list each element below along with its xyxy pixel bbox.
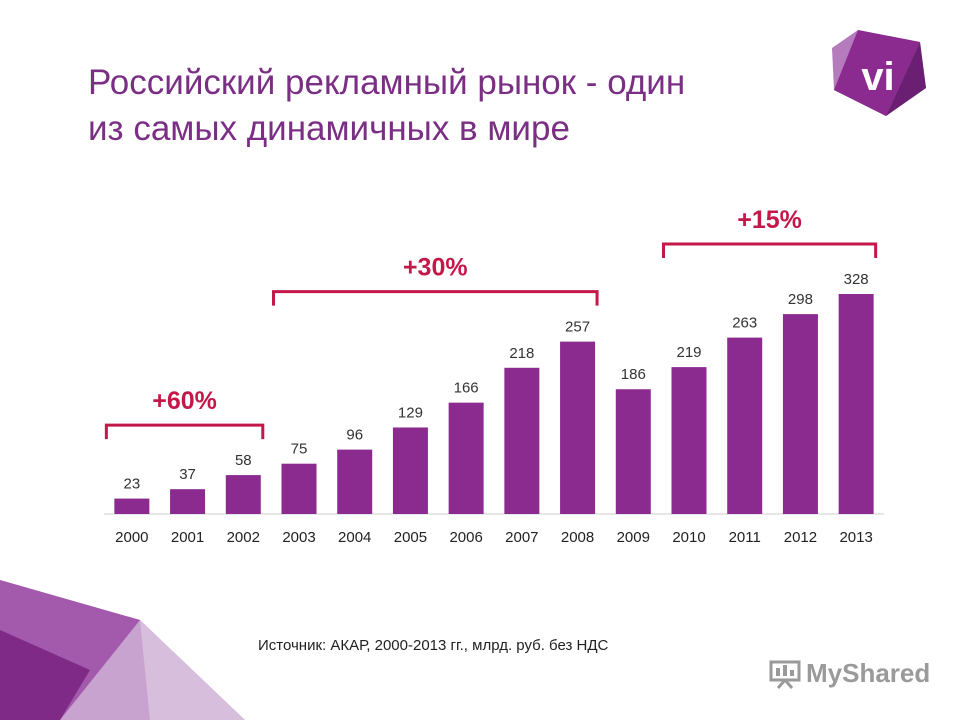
bar-2010 (671, 367, 707, 514)
bar-2005 (392, 427, 428, 514)
growth-label-3: +15% (737, 206, 802, 234)
data-label-2006: 166 (454, 380, 479, 397)
bar-2001 (170, 489, 206, 514)
tick-label-2009: 2009 (617, 529, 650, 546)
tick-label-2001: 2001 (171, 529, 204, 546)
data-label-2000: 23 (124, 476, 141, 493)
growth-bracket-1 (104, 423, 265, 440)
tick-label-2003: 2003 (282, 529, 315, 546)
growth-label-1: +60% (152, 387, 217, 415)
tick-label-2010: 2010 (672, 529, 705, 546)
tick-label-2000: 2000 (115, 529, 148, 546)
data-label-2009: 186 (621, 366, 646, 383)
logo-text: vi (861, 55, 894, 99)
slide-title-line-2: из самых динамичных в мире (88, 109, 570, 148)
slide-title-line-1: Российский рекламный рынок - один (88, 63, 686, 102)
bar-2006 (448, 402, 484, 514)
bar-2003 (281, 463, 317, 514)
bar-2008 (560, 341, 596, 514)
data-label-2003: 75 (291, 441, 308, 458)
data-label-2007: 218 (509, 345, 534, 362)
tick-label-2004: 2004 (338, 529, 371, 546)
bar-2000 (114, 498, 150, 514)
bar-2004 (337, 449, 373, 514)
data-label-2010: 219 (676, 344, 701, 361)
vi-logo: vi (832, 30, 926, 116)
tick-label-2011: 2011 (729, 529, 761, 546)
bar-2011 (727, 337, 763, 514)
data-label-2001: 37 (179, 466, 196, 483)
source-note: Источник: АКАР, 2000-2013 гг., млрд. руб… (258, 637, 609, 654)
decorative-facets (0, 580, 245, 720)
tick-label-2002: 2002 (227, 529, 260, 546)
data-label-2005: 129 (398, 404, 423, 421)
growth-bracket-2 (272, 290, 599, 306)
tick-label-2005: 2005 (394, 529, 427, 546)
growth-bracket-3 (662, 242, 878, 258)
slide-title: Российский рекламный рынок - один из сам… (88, 60, 788, 152)
bar-2009 (615, 389, 651, 514)
tick-label-2008: 2008 (561, 529, 594, 546)
bar-2012 (782, 314, 818, 514)
tick-label-2013: 2013 (839, 529, 872, 546)
data-label-2008: 257 (565, 319, 590, 336)
data-label-2004: 96 (346, 427, 363, 444)
watermark-text: MyShared (806, 658, 931, 688)
data-label-2011: 263 (732, 315, 757, 332)
bar-2007 (504, 367, 540, 514)
tick-label-2007: 2007 (505, 529, 538, 546)
growth-label-2: +30% (403, 254, 468, 282)
watermark: MyShared (768, 658, 930, 689)
data-label-2013: 328 (844, 271, 869, 288)
tick-label-2006: 2006 (449, 529, 482, 546)
bar-2002 (225, 475, 261, 514)
presentation-icon (769, 660, 801, 689)
data-label-2002: 58 (235, 452, 252, 469)
tick-label-2012: 2012 (784, 529, 817, 546)
bar-2013 (838, 294, 874, 514)
data-label-2012: 298 (788, 291, 813, 308)
